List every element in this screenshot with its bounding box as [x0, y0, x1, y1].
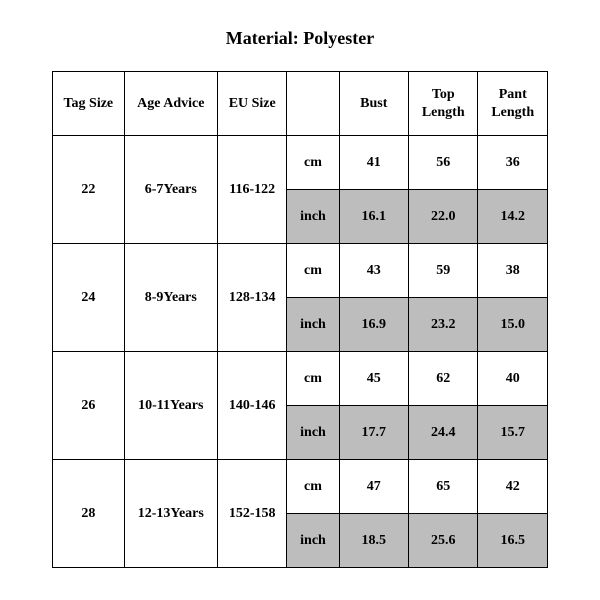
cell-top-inch: 25.6 [409, 514, 478, 568]
table-row: 24 8-9Years 128-134 cm 43 59 38 [53, 244, 548, 298]
cell-unit-inch: inch [287, 190, 339, 244]
cell-top-inch: 22.0 [409, 190, 478, 244]
size-chart-table: Tag Size Age Advice EU Size Bust Top Len… [52, 71, 548, 568]
cell-pant-inch: 16.5 [478, 514, 548, 568]
cell-eu: 128-134 [217, 244, 286, 352]
cell-age: 6-7Years [124, 136, 217, 244]
cell-bust-cm: 43 [339, 244, 408, 298]
cell-bust-inch: 16.1 [339, 190, 408, 244]
cell-top-cm: 62 [409, 352, 478, 406]
col-pant-length: Pant Length [478, 72, 548, 136]
cell-age: 10-11Years [124, 352, 217, 460]
cell-unit-inch: inch [287, 406, 339, 460]
cell-pant-cm: 38 [478, 244, 548, 298]
col-age-advice: Age Advice [124, 72, 217, 136]
cell-pant-cm: 36 [478, 136, 548, 190]
table-row: 22 6-7Years 116-122 cm 41 56 36 [53, 136, 548, 190]
table-row: 26 10-11Years 140-146 cm 45 62 40 [53, 352, 548, 406]
page-title: Material: Polyester [52, 28, 548, 49]
cell-bust-inch: 16.9 [339, 298, 408, 352]
cell-unit-cm: cm [287, 460, 339, 514]
cell-age: 8-9Years [124, 244, 217, 352]
cell-tag: 28 [53, 460, 125, 568]
cell-bust-inch: 18.5 [339, 514, 408, 568]
cell-top-inch: 24.4 [409, 406, 478, 460]
cell-top-cm: 59 [409, 244, 478, 298]
cell-top-inch: 23.2 [409, 298, 478, 352]
cell-eu: 140-146 [217, 352, 286, 460]
cell-pant-inch: 15.7 [478, 406, 548, 460]
cell-bust-cm: 47 [339, 460, 408, 514]
cell-pant-cm: 40 [478, 352, 548, 406]
col-top-length: Top Length [409, 72, 478, 136]
cell-tag: 26 [53, 352, 125, 460]
cell-bust-cm: 45 [339, 352, 408, 406]
cell-top-cm: 65 [409, 460, 478, 514]
cell-eu: 152-158 [217, 460, 286, 568]
table-header-row: Tag Size Age Advice EU Size Bust Top Len… [53, 72, 548, 136]
col-tag-size: Tag Size [53, 72, 125, 136]
cell-unit-inch: inch [287, 298, 339, 352]
cell-tag: 24 [53, 244, 125, 352]
col-unit-blank [287, 72, 339, 136]
col-bust: Bust [339, 72, 408, 136]
cell-unit-cm: cm [287, 352, 339, 406]
cell-tag: 22 [53, 136, 125, 244]
cell-pant-cm: 42 [478, 460, 548, 514]
cell-top-cm: 56 [409, 136, 478, 190]
table-body: 22 6-7Years 116-122 cm 41 56 36 inch 16.… [53, 136, 548, 568]
cell-eu: 116-122 [217, 136, 286, 244]
cell-pant-inch: 14.2 [478, 190, 548, 244]
page: Material: Polyester Tag Size Age Advice … [0, 0, 600, 600]
cell-bust-inch: 17.7 [339, 406, 408, 460]
cell-pant-inch: 15.0 [478, 298, 548, 352]
col-eu-size: EU Size [217, 72, 286, 136]
cell-unit-cm: cm [287, 244, 339, 298]
cell-unit-inch: inch [287, 514, 339, 568]
cell-unit-cm: cm [287, 136, 339, 190]
cell-age: 12-13Years [124, 460, 217, 568]
cell-bust-cm: 41 [339, 136, 408, 190]
table-row: 28 12-13Years 152-158 cm 47 65 42 [53, 460, 548, 514]
